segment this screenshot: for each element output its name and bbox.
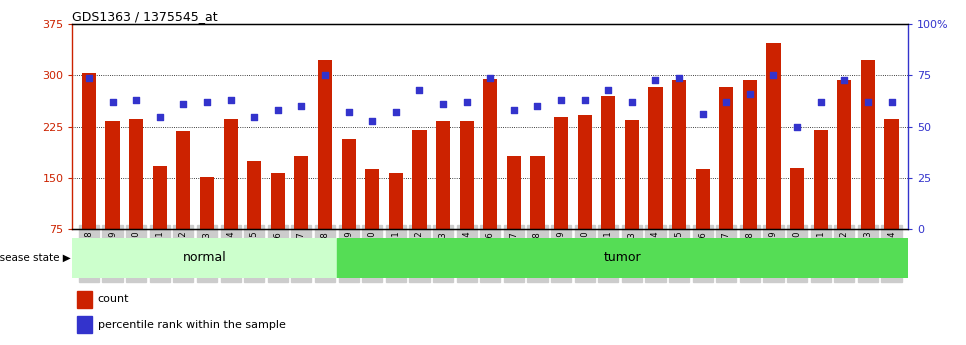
- FancyBboxPatch shape: [72, 238, 337, 278]
- Bar: [412, 129, 427, 229]
- Bar: [223, 119, 238, 229]
- Bar: [177, 131, 190, 229]
- Point: [884, 99, 899, 105]
- Bar: [578, 115, 592, 229]
- Text: count: count: [98, 294, 129, 304]
- Bar: [838, 80, 851, 229]
- Bar: [743, 80, 757, 229]
- Bar: [720, 87, 733, 229]
- Point: [176, 101, 191, 107]
- Bar: [200, 177, 214, 229]
- Bar: [76, 291, 92, 307]
- Text: GDS1363 / 1375545_at: GDS1363 / 1375545_at: [72, 10, 218, 23]
- Point: [199, 99, 214, 105]
- Bar: [554, 117, 568, 229]
- Bar: [105, 121, 120, 229]
- Bar: [648, 87, 663, 229]
- Bar: [625, 120, 639, 229]
- Bar: [436, 121, 450, 229]
- Point: [483, 75, 498, 80]
- Bar: [153, 166, 167, 229]
- Bar: [460, 121, 473, 229]
- Bar: [696, 169, 710, 229]
- Text: disease state ▶: disease state ▶: [0, 253, 71, 263]
- Text: tumor: tumor: [604, 252, 641, 264]
- Point: [577, 97, 592, 103]
- Bar: [790, 168, 804, 229]
- Point: [719, 99, 734, 105]
- Bar: [861, 60, 875, 229]
- Bar: [672, 80, 686, 229]
- Bar: [247, 161, 261, 229]
- Point: [412, 87, 427, 92]
- Point: [813, 99, 829, 105]
- Point: [554, 97, 569, 103]
- Point: [294, 104, 309, 109]
- Bar: [813, 130, 828, 229]
- Point: [789, 124, 805, 130]
- Bar: [766, 43, 781, 229]
- Point: [341, 110, 356, 115]
- Point: [128, 97, 144, 103]
- Bar: [342, 139, 355, 229]
- Bar: [601, 96, 615, 229]
- Point: [436, 101, 451, 107]
- Point: [648, 77, 664, 82]
- Text: percentile rank within the sample: percentile rank within the sample: [98, 319, 285, 329]
- Point: [152, 114, 167, 119]
- Point: [105, 99, 121, 105]
- Bar: [885, 119, 898, 229]
- Point: [695, 112, 710, 117]
- Point: [601, 87, 616, 92]
- Bar: [507, 156, 521, 229]
- Point: [624, 99, 639, 105]
- Point: [364, 118, 380, 124]
- Point: [742, 91, 757, 97]
- Point: [671, 75, 687, 80]
- Point: [81, 75, 97, 80]
- Point: [837, 77, 852, 82]
- Point: [459, 99, 474, 105]
- FancyBboxPatch shape: [337, 238, 908, 278]
- Bar: [318, 60, 332, 229]
- Point: [860, 99, 875, 105]
- Point: [223, 97, 239, 103]
- Bar: [76, 316, 92, 333]
- Bar: [365, 169, 380, 229]
- Bar: [530, 156, 545, 229]
- Point: [246, 114, 262, 119]
- Bar: [388, 173, 403, 229]
- Point: [766, 73, 781, 78]
- Text: normal: normal: [183, 252, 226, 264]
- Point: [529, 104, 545, 109]
- Bar: [270, 173, 285, 229]
- Point: [506, 108, 522, 113]
- Point: [270, 108, 286, 113]
- Point: [317, 73, 332, 78]
- Bar: [483, 79, 497, 229]
- Bar: [295, 156, 308, 229]
- Bar: [129, 119, 143, 229]
- Point: [388, 110, 404, 115]
- Bar: [82, 73, 96, 229]
